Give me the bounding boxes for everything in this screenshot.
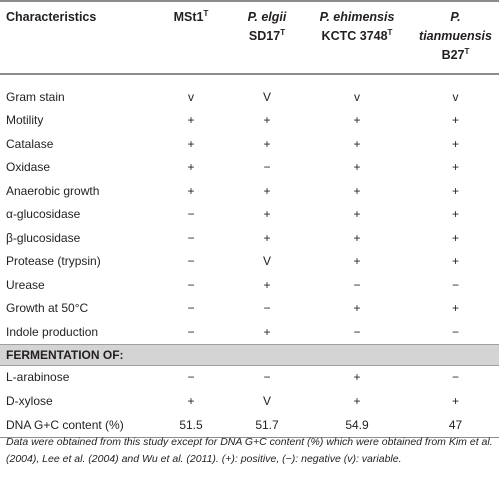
row-label: Protease (trypsin) — [6, 254, 101, 269]
section-header-row: FERMENTATION OF: — [0, 343, 499, 366]
cell-value: − — [451, 277, 459, 292]
cell-value: + — [263, 324, 271, 339]
cell-value: v — [354, 89, 360, 104]
cell-value: + — [353, 301, 361, 316]
cell-value: + — [263, 113, 271, 128]
cell-value: + — [353, 136, 361, 151]
header-characteristics: Characteristics — [0, 0, 150, 75]
cell-value: + — [187, 393, 195, 408]
cell-value: − — [187, 370, 195, 385]
table-row: Indole production − + − − — [0, 320, 499, 344]
cell-value: + — [451, 254, 459, 269]
cell-value: + — [451, 230, 459, 245]
cell-value: + — [353, 113, 361, 128]
characteristics-table: Characteristics MSt1T P. elgii SD17T P. … — [0, 0, 499, 438]
cell-value: − — [187, 207, 195, 222]
header-mst1: MSt1T — [150, 0, 232, 75]
table-row: Motility + + + + — [0, 109, 499, 133]
cell-value: − — [187, 254, 195, 269]
cell-value: + — [353, 393, 361, 408]
row-label: Catalase — [6, 136, 54, 151]
cell-value: 47 — [412, 412, 499, 438]
cell-value: + — [451, 183, 459, 198]
cell-value: + — [353, 207, 361, 222]
cell-value: V — [262, 89, 271, 104]
cell-value: − — [451, 324, 459, 339]
cell-value: + — [353, 254, 361, 269]
table-row: Protease (trypsin) − V + + — [0, 250, 499, 274]
cell-value: + — [451, 207, 459, 222]
cell-value: + — [263, 183, 271, 198]
header-p-ehimensis: P. ehimensis KCTC 3748T — [302, 0, 412, 75]
cell-value: − — [263, 301, 271, 316]
cell-value: + — [353, 160, 361, 175]
cell-value: − — [353, 277, 361, 292]
cell-value: 51.7 — [232, 412, 302, 438]
cell-value: + — [451, 113, 459, 128]
cell-value: v — [452, 89, 459, 104]
table-row: Catalase + + + + — [0, 132, 499, 156]
section-title: FERMENTATION OF: — [0, 343, 499, 366]
cell-value: − — [263, 370, 271, 385]
cell-value: + — [187, 113, 195, 128]
cell-value: V — [262, 393, 271, 408]
table-row: Growth at 50°C − − + + — [0, 297, 499, 321]
cell-value: + — [451, 136, 459, 151]
table-row: D-xylose + V + + — [0, 389, 499, 413]
cell-value: − — [451, 370, 459, 385]
row-label: Urease — [6, 277, 45, 292]
cell-value: V — [262, 254, 271, 269]
cell-value: − — [263, 160, 271, 175]
cell-value: − — [187, 301, 195, 316]
header-row: Characteristics MSt1T P. elgii SD17T P. … — [0, 0, 499, 75]
table-row: β-glucosidase − + + + — [0, 226, 499, 250]
cell-value: + — [187, 136, 195, 151]
cell-value: + — [451, 393, 459, 408]
row-label: D-xylose — [6, 393, 53, 408]
cell-value: + — [187, 160, 195, 175]
header-p-elgii: P. elgii SD17T — [232, 0, 302, 75]
table-row: Urease − + − − — [0, 273, 499, 297]
cell-value: + — [353, 183, 361, 198]
row-label: Indole production — [6, 324, 99, 339]
cell-value: − — [187, 230, 195, 245]
cell-value: + — [451, 301, 459, 316]
row-label: L-arabinose — [6, 370, 70, 385]
row-label: Motility — [6, 113, 44, 128]
row-label: Gram stain — [6, 89, 65, 104]
cell-value: + — [451, 160, 459, 175]
cell-value: + — [263, 277, 271, 292]
cell-value: 54.9 — [302, 412, 412, 438]
table-row: Anaerobic growth + + + + — [0, 179, 499, 203]
cell-value: + — [263, 136, 271, 151]
table-row: L-arabinose − − + − — [0, 365, 499, 389]
cell-value: v — [188, 89, 194, 104]
row-label: α-glucosidase — [6, 207, 81, 222]
table-row: DNA G+C content (%) 51.5 51.7 54.9 47 — [0, 412, 499, 438]
table-footnote: Data were obtained from this study excep… — [6, 436, 493, 465]
cell-value: − — [353, 324, 361, 339]
row-label: Growth at 50°C — [6, 301, 89, 316]
row-label: β-glucosidase — [6, 230, 81, 245]
row-label: Oxidase — [6, 160, 51, 175]
cell-value: + — [187, 183, 195, 198]
cell-value: + — [263, 230, 271, 245]
cell-value: + — [353, 230, 361, 245]
row-label: Anaerobic growth — [6, 183, 100, 198]
cell-value: − — [187, 277, 195, 292]
header-p-tianmuensis: P. tianmuensis B27T — [412, 0, 499, 75]
cell-value: − — [187, 324, 195, 339]
cell-value: 51.5 — [150, 412, 232, 438]
table-row: α-glucosidase − + + + — [0, 203, 499, 227]
table-row: Oxidase + − + + — [0, 156, 499, 180]
row-label: DNA G+C content (%) — [0, 412, 150, 438]
cell-value: + — [353, 370, 361, 385]
cell-value: + — [263, 207, 271, 222]
